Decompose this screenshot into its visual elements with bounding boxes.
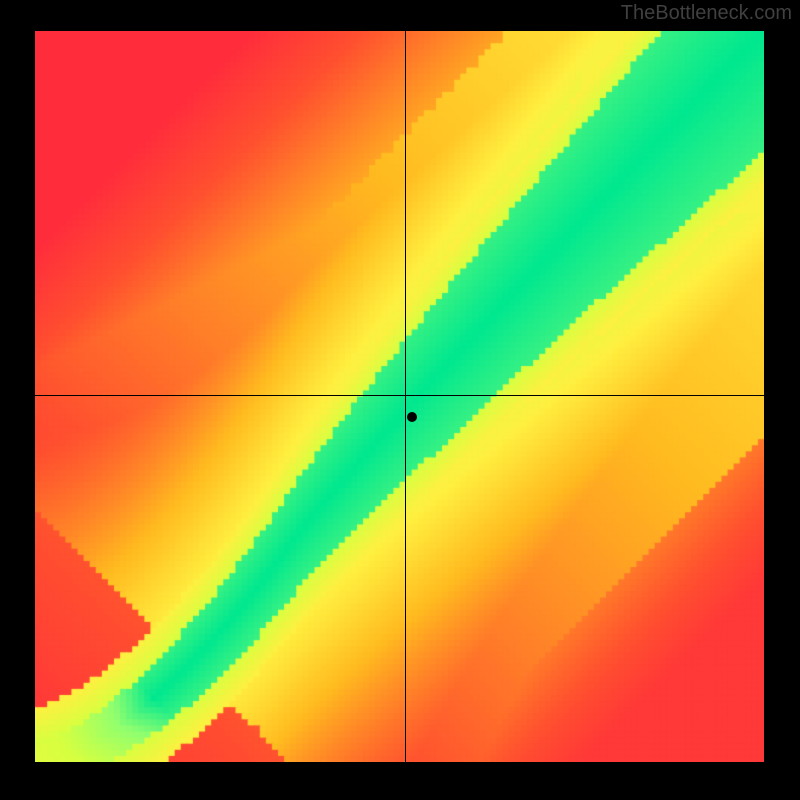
crosshair-horizontal	[35, 395, 764, 396]
crosshair-vertical	[405, 31, 406, 762]
heatmap-canvas	[35, 31, 764, 762]
marker-dot	[407, 412, 417, 422]
bottleneck-heatmap	[35, 31, 764, 762]
attribution-text: TheBottleneck.com	[621, 2, 792, 25]
